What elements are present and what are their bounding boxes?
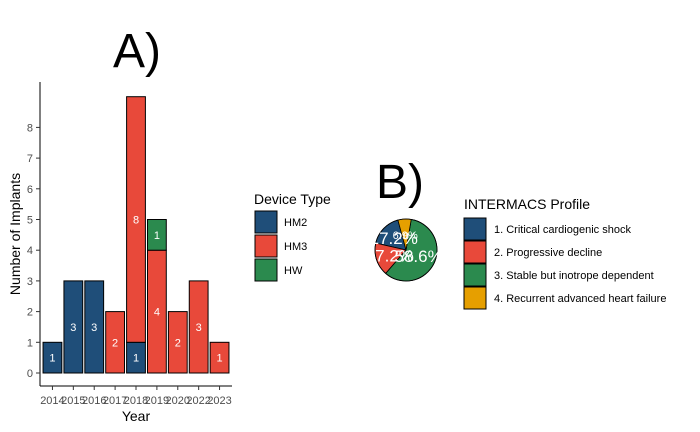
legend-swatch-profile-1	[463, 217, 487, 241]
x-tick-label: 2018	[124, 395, 148, 407]
panel-b-title: B)	[376, 156, 424, 209]
x-tick-label: 2019	[145, 395, 169, 407]
y-tick-label: 6	[27, 184, 33, 196]
bar-hm2-2014	[42, 341, 63, 374]
x-tick-label: 2014	[40, 395, 64, 407]
y-axis-title: Number of Implants	[7, 173, 23, 295]
x-tick-label: 2015	[61, 395, 85, 407]
legend-label: HM3	[284, 241, 307, 253]
bar-value-label: 1	[216, 353, 222, 365]
x-tick-label: 2023	[207, 395, 231, 407]
bar-hm2-2016	[84, 280, 105, 374]
y-tick-label: 3	[27, 276, 33, 288]
x-axis-title: Year	[122, 408, 151, 424]
legend-label: 4. Recurrent advanced heart failure	[494, 293, 666, 305]
legend-swatch-profile-4	[463, 286, 487, 310]
legend-label: HW	[284, 265, 303, 277]
bar-value-label: 1	[154, 230, 160, 242]
y-tick-label: 0	[27, 368, 33, 380]
legend-swatch-hm3	[254, 234, 278, 258]
legend-swatch-profile-2	[463, 240, 487, 264]
pie-slice-label: 6.9%	[393, 230, 418, 242]
bar-hm3-2018	[126, 96, 146, 343]
bar-hm2-2015	[63, 280, 84, 374]
x-tick-label: 2020	[166, 395, 190, 407]
bar-hw-2019	[146, 219, 167, 251]
bar-hm3-2017	[105, 311, 126, 374]
pie: 17.2%17.2%58.6% 6.9%	[366, 218, 443, 282]
bar-value-label: 3	[196, 322, 202, 334]
y-ticks: 0 1 2 3 4 5 6 7 8	[27, 122, 40, 380]
bar-value-label: 3	[70, 322, 76, 334]
legend-label: HM2	[284, 217, 307, 229]
bar-value-label: 2	[112, 337, 118, 349]
x-tick-label: 2017	[103, 395, 127, 407]
legend-swatch-hm2	[254, 210, 278, 234]
legend-label: 3. Stable but inotrope dependent	[494, 270, 654, 282]
bar-area: 1 3 3 2 1 8 4 1 2 3 1	[42, 96, 230, 374]
y-tick-label: 8	[27, 122, 33, 134]
pie-outline	[374, 218, 438, 282]
x-tick-label: 2016	[82, 395, 106, 407]
y-tick-label: 7	[27, 153, 33, 165]
legend-label: 1. Critical cardiogenic shock	[494, 224, 631, 236]
bar-hm3-2022	[188, 280, 209, 374]
bar-value-label: 1	[49, 353, 55, 365]
legend-swatch-hw	[254, 258, 278, 282]
bar-value-label: 4	[154, 307, 160, 319]
device-type-legend: Device Type HM2 HM3 HW	[254, 191, 331, 282]
bar-value-label: 1	[133, 353, 139, 365]
bar-value-label: 3	[91, 322, 97, 334]
pie-slice-label: 17.2%	[370, 229, 418, 248]
panel-b-pie-chart: B) 17.2%17.2%58.6% 6.9% INTERMACS Profile…	[366, 156, 666, 310]
x-tick-label: 2022	[186, 395, 210, 407]
bar-hm3-2023	[209, 341, 230, 374]
y-tick-label: 4	[27, 245, 33, 257]
intermacs-legend: INTERMACS Profile 1. Critical cardiogeni…	[463, 196, 666, 310]
panel-a-title: A)	[113, 25, 161, 78]
bar-hm3-2020	[167, 311, 188, 374]
legend-swatch-profile-3	[463, 263, 487, 287]
bar-value-label: 2	[175, 337, 181, 349]
bar-value-label: 8	[133, 215, 139, 227]
legend-label: 2. Progressive decline	[494, 247, 602, 259]
y-tick-label: 2	[27, 307, 33, 319]
y-tick-label: 1	[27, 337, 33, 349]
legend-title: INTERMACS Profile	[464, 196, 590, 212]
pie-slice-label: 58.6%	[395, 247, 443, 266]
legend-title: Device Type	[254, 191, 331, 207]
y-tick-label: 5	[27, 215, 33, 227]
pie-slice-label: 17.2%	[366, 246, 414, 265]
